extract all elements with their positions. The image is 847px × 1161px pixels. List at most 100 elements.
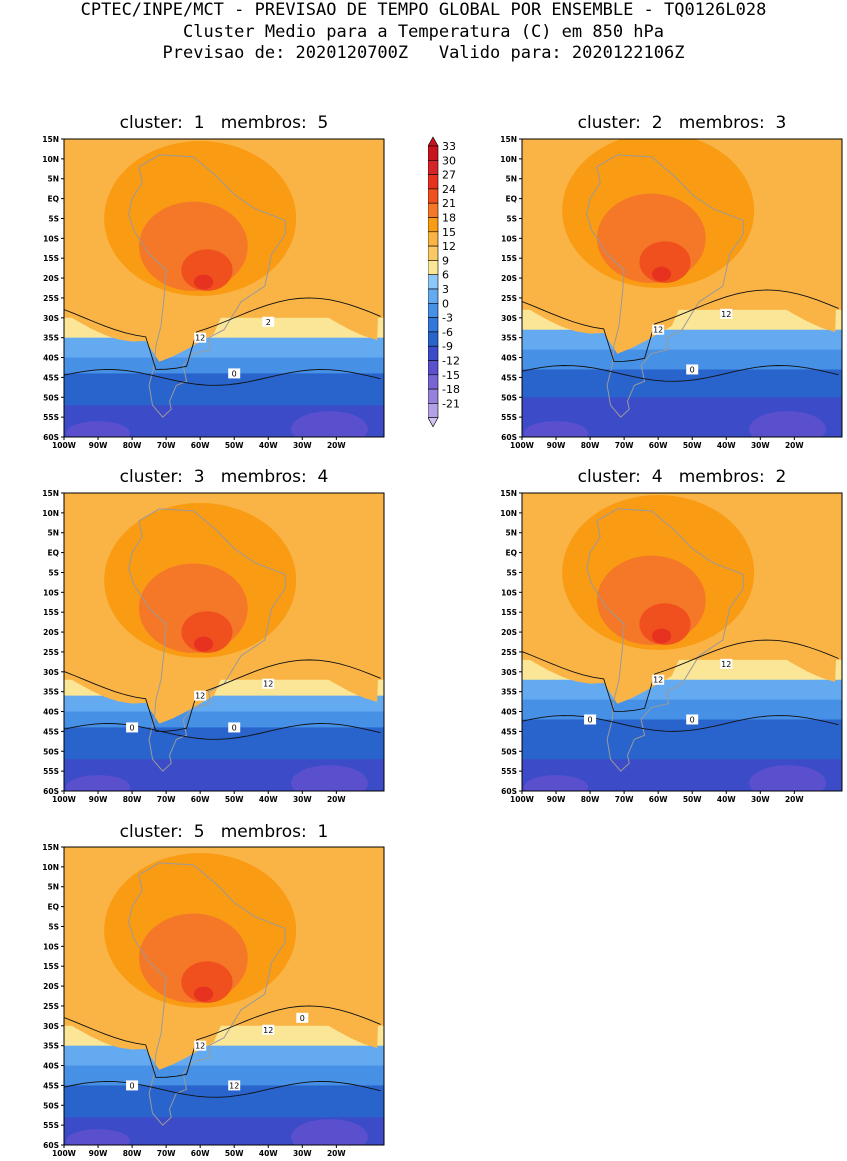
contour-label: 2 — [262, 316, 275, 327]
lat-tick-label: 5S — [506, 568, 517, 577]
lon-tick-label: 70W — [157, 1149, 176, 1158]
colorbar-swatch — [427, 331, 439, 347]
lat-tick-label: 10S — [43, 942, 59, 951]
svg-text:0: 0 — [588, 715, 593, 724]
lat-tick-label: 40S — [501, 708, 517, 717]
lat-tick-label: 15S — [43, 608, 59, 617]
svg-text:0: 0 — [232, 723, 237, 732]
svg-text:12: 12 — [229, 1081, 239, 1090]
colorbar-label: -9 — [442, 340, 453, 353]
lat-tick-label: 15S — [501, 254, 517, 263]
lon-tick-label: 90W — [547, 795, 566, 804]
lat-tick-label: 45S — [43, 373, 59, 382]
colorbar-swatch — [427, 159, 439, 175]
lon-tick-label: 60W — [191, 795, 210, 804]
lat-tick-label: 35S — [43, 1042, 59, 1051]
map-frame — [63, 138, 385, 438]
lat-tick-label: 10N — [42, 863, 59, 872]
lon-tick-label: 30W — [293, 795, 312, 804]
lat-tick-label: 30S — [501, 668, 517, 677]
colorbar-swatch — [427, 303, 439, 318]
lat-tick-label: 55S — [501, 767, 517, 776]
contour-label: 0 — [686, 364, 699, 375]
lat-tick-label: 40S — [43, 708, 59, 717]
lat-tick-label: 35S — [43, 334, 59, 343]
lon-tick-label: 20W — [327, 441, 346, 450]
lat-tick-label: 10S — [501, 588, 517, 597]
map-svg-2: 12 12 0 15N 10N 5N EQ 5S 10S 15S 20S 25S 30S 35S 40S 45… — [500, 135, 843, 450]
lat-tick-label: EQ — [506, 549, 518, 558]
colorbar-label: 18 — [442, 212, 456, 225]
svg-text:12: 12 — [195, 692, 205, 701]
lat-tick-label: 45S — [501, 727, 517, 736]
contour-label: 0 — [686, 714, 699, 725]
lon-tick-label: 60W — [191, 441, 210, 450]
lon-tick-label: 40W — [259, 441, 278, 450]
svg-text:0: 0 — [130, 1081, 135, 1090]
contour-label: 0 — [126, 722, 139, 733]
contour-label: 12 — [652, 324, 665, 335]
lon-tick-label: 50W — [225, 795, 244, 804]
lat-tick-label: 50S — [501, 747, 517, 756]
svg-text:12: 12 — [263, 680, 273, 689]
colorbar-swatch — [427, 217, 439, 233]
lat-tick-label: 30S — [43, 668, 59, 677]
lat-tick-label: 20S — [43, 628, 59, 637]
lat-tick-label: 20S — [501, 628, 517, 637]
lon-tick-label: 40W — [717, 795, 736, 804]
lat-tick-label: 55S — [43, 413, 59, 422]
colorbar-swatch — [427, 388, 439, 404]
lat-tick-label: 10N — [500, 155, 517, 164]
svg-text:2: 2 — [266, 318, 271, 327]
colorbar-label: 15 — [442, 226, 456, 239]
lat-tick-label: 15N — [42, 135, 59, 144]
lat-tick-label: 15N — [500, 135, 517, 144]
lat-tick-label: 50S — [501, 393, 517, 402]
lat-tick-label: 5S — [48, 922, 59, 931]
map-svg-3: 12 12 0 0 15N 10N 5N EQ 5S 10S 15S 20S 25S 30S 35S 40S 4… — [42, 489, 385, 804]
lon-tick-label: 100W — [510, 795, 535, 804]
lat-tick-label: 5N — [506, 175, 518, 184]
lat-tick-label: 25S — [43, 648, 59, 657]
colorbar-label: -21 — [442, 397, 460, 410]
lon-tick-label: 70W — [615, 441, 634, 450]
lon-tick-label: 60W — [191, 1149, 210, 1158]
colorbar-label: 30 — [442, 154, 456, 167]
lon-tick-label: 40W — [259, 1149, 278, 1158]
lat-tick-label: 10S — [43, 234, 59, 243]
lat-tick-label: 60S — [43, 1141, 59, 1150]
lat-tick-label: 10N — [42, 155, 59, 164]
lat-tick-label: 30S — [43, 1022, 59, 1031]
lat-tick-label: 25S — [501, 294, 517, 303]
map-frame — [63, 492, 385, 792]
svg-text:12: 12 — [195, 1042, 205, 1051]
lat-tick-label: 40S — [43, 1062, 59, 1071]
lon-tick-label: 100W — [52, 1149, 77, 1158]
colorbar-swatch — [427, 202, 439, 218]
lat-tick-label: EQ — [506, 195, 518, 204]
lon-tick-label: 80W — [123, 441, 142, 450]
map-panel-5: 12 12 12 0 0 15N 10N 5N EQ 5S 10S 15S 20S 25S 30S 35S 40… — [20, 843, 390, 1161]
lat-tick-label: EQ — [48, 195, 60, 204]
svg-text:12: 12 — [653, 676, 663, 685]
map-panel-1: 2 12 0 15N 10N 5N EQ 5S 10S 15S 20S 25S 30S 35S 40S 45S… — [20, 135, 390, 453]
map-svg-4: 12 12 0 0 15N 10N 5N EQ 5S 10S 15S 20S 25S 30S 35S 40S 4… — [500, 489, 843, 804]
svg-text:0: 0 — [232, 369, 237, 378]
lat-tick-label: 15N — [42, 489, 59, 498]
colorbar-label: 3 — [442, 283, 449, 296]
colorbar-swatch — [427, 245, 439, 261]
lon-tick-label: 20W — [327, 795, 346, 804]
lon-tick-label: 90W — [547, 441, 566, 450]
map-panel-2: 12 12 0 15N 10N 5N EQ 5S 10S 15S 20S 25S 30S 35S 40S 45… — [478, 135, 847, 453]
lat-tick-label: 20S — [43, 982, 59, 991]
header-line-1: CPTEC/INPE/MCT - PREVISAO DE TEMPO GLOBA… — [80, 0, 767, 20]
lon-tick-label: 90W — [89, 795, 108, 804]
svg-text:0: 0 — [690, 715, 695, 724]
lat-tick-label: 10N — [500, 509, 517, 518]
contour-label: 12 — [194, 1040, 207, 1051]
lat-tick-label: 35S — [43, 688, 59, 697]
colorbar-swatch — [427, 345, 439, 361]
lat-tick-label: 60S — [501, 433, 517, 442]
svg-text:0: 0 — [300, 1014, 305, 1023]
